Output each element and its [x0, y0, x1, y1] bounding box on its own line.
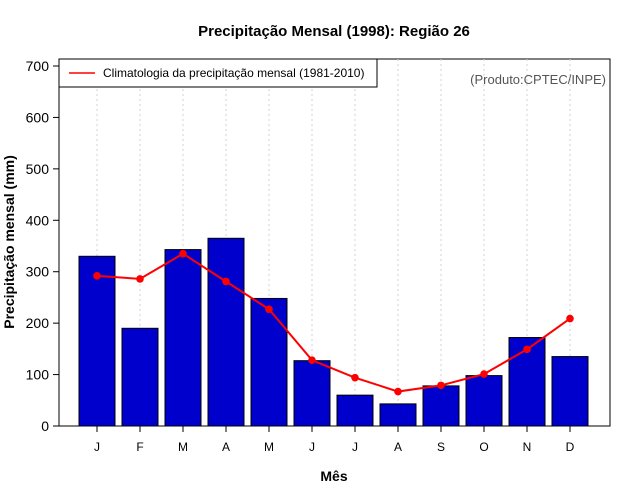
legend: Climatologia da precipitação mensal (198… — [58, 58, 378, 88]
bar — [336, 394, 374, 427]
x-tick-label: J — [94, 440, 100, 454]
legend-label: Climatologia da precipitação mensal (198… — [103, 66, 364, 80]
x-tick-label: D — [566, 440, 575, 454]
bar — [551, 356, 589, 427]
y-tick-label: 600 — [26, 109, 50, 125]
y-tick-label: 200 — [26, 315, 50, 331]
x-axis-label: Mês — [320, 468, 347, 484]
climatology-point — [437, 381, 445, 390]
bar-series — [78, 237, 589, 427]
y-tick-label: 700 — [26, 58, 50, 74]
climatology-point — [179, 249, 187, 258]
y-axis-label: Precipitação mensal (mm) — [1, 155, 17, 329]
bar — [293, 360, 331, 427]
bar — [78, 255, 116, 427]
x-tick-label: M — [178, 440, 188, 454]
x-tick-label: J — [352, 440, 358, 454]
bar — [465, 375, 503, 427]
x-tick-label: A — [394, 440, 402, 454]
y-tick-label: 400 — [26, 212, 50, 228]
y-tick-label: 100 — [26, 367, 50, 383]
x-tick-label: M — [264, 440, 274, 454]
x-tick-label: A — [222, 440, 230, 454]
climatology-point — [308, 356, 316, 364]
y-axis: 0 100 200 300 400 500 600 700 — [26, 58, 59, 434]
climatology-point — [222, 277, 230, 286]
chart-title: Precipitação Mensal (1998): Região 26 — [198, 23, 470, 40]
climatology-point — [351, 373, 359, 382]
bar — [379, 403, 417, 427]
climatology-point — [523, 345, 531, 354]
climatology-point — [93, 272, 101, 280]
bar — [207, 237, 245, 427]
y-tick-label: 500 — [26, 161, 50, 177]
bar — [250, 297, 288, 427]
bar — [422, 385, 460, 427]
x-tick-label: O — [479, 440, 488, 454]
credit-text: (Produto:CPTEC/INPE) — [470, 72, 606, 87]
x-tick-label: S — [437, 440, 445, 454]
climatology-line-series — [93, 249, 574, 396]
y-tick-label: 300 — [26, 264, 50, 280]
x-tick-label: J — [309, 440, 315, 454]
climatology-point — [394, 387, 402, 396]
bar — [164, 249, 202, 427]
climatology-point — [265, 305, 273, 314]
x-tick-label: N — [523, 440, 532, 454]
climatology-point — [566, 314, 574, 323]
y-tick-label: 0 — [41, 418, 49, 434]
legend-box — [58, 58, 378, 88]
climatology-point — [480, 370, 488, 378]
climatology-point — [136, 275, 144, 283]
x-tick-label: F — [136, 440, 143, 454]
bar — [121, 327, 159, 427]
climatology-line — [96, 252, 571, 393]
